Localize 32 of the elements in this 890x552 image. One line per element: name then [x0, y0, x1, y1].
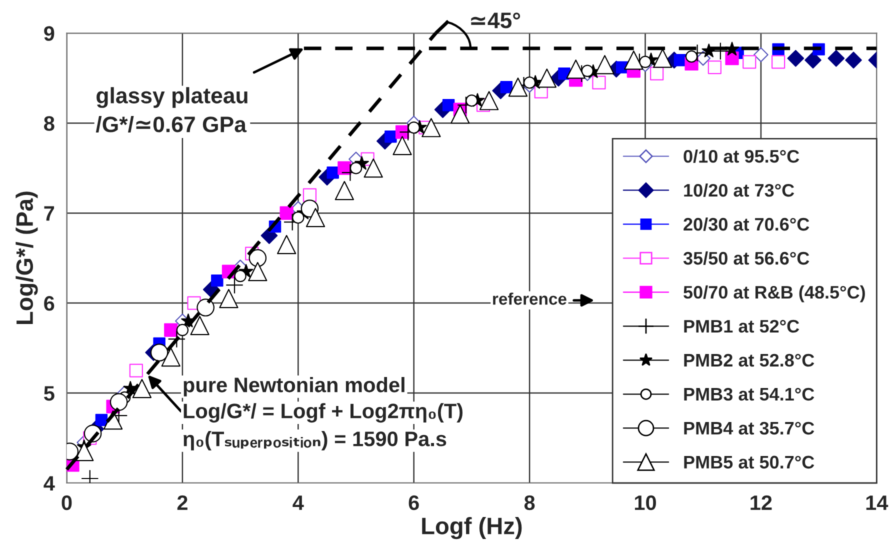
y-tick-label: 5	[44, 386, 54, 401]
y-axis-title: Log/G*/ (Pa)	[16, 192, 38, 324]
legend-label: 10/20 at 73°C	[684, 183, 794, 197]
x-tick-label: 6	[408, 495, 419, 510]
annotation: pure Newtonian model	[184, 377, 404, 396]
text: ≃45°	[471, 12, 520, 28]
x-tick-label: 4	[292, 496, 304, 510]
x-tick-label: 0	[62, 495, 72, 510]
x-tick-label: 14	[866, 496, 888, 510]
legend-label: 0/10 at 95.5°C	[684, 149, 800, 163]
y-tick-label: 4	[44, 476, 55, 491]
legend-label: PMB1 at 52°C	[684, 320, 800, 333]
x-tick-label: 2	[177, 495, 188, 510]
legend-label: 50/70 at R&B (48.5°C)	[684, 285, 865, 302]
legend-label: PMB3 at 54.1°C	[684, 388, 814, 401]
y-tick-label: 9	[44, 26, 54, 41]
legend-label: 20/30 at 70.6°C	[684, 217, 810, 231]
annotation: glassy plateau /G*/≃0.67 GPa	[96, 87, 248, 133]
x-tick-label: 10	[634, 495, 656, 510]
y-tick-label: 7	[44, 206, 54, 221]
legend-label: PMB4 at 35.7°C	[684, 422, 814, 435]
annotation: Log/G*/ = Logf + Log2πη₀(T)	[184, 403, 463, 423]
annotation: η₀(Tₛᵤₚₑᵣₚₒₛᵢₜᵢₒₙ) = 1590 Pa.s	[184, 431, 446, 450]
y-tick-label: 8	[44, 116, 54, 131]
legend-label: PMB2 at 52.8°C	[684, 354, 814, 367]
x-axis-title: Logf (Hz)	[422, 517, 522, 540]
legend-label: PMB5 at 50.7°C	[684, 456, 814, 469]
annotation: reference	[493, 292, 566, 305]
x-tick-label: 8	[524, 495, 535, 510]
y-tick-label: 6	[44, 296, 54, 311]
legend-label: 35/50 at 56.6°C	[683, 251, 810, 265]
x-tick-label: 12	[750, 495, 772, 510]
